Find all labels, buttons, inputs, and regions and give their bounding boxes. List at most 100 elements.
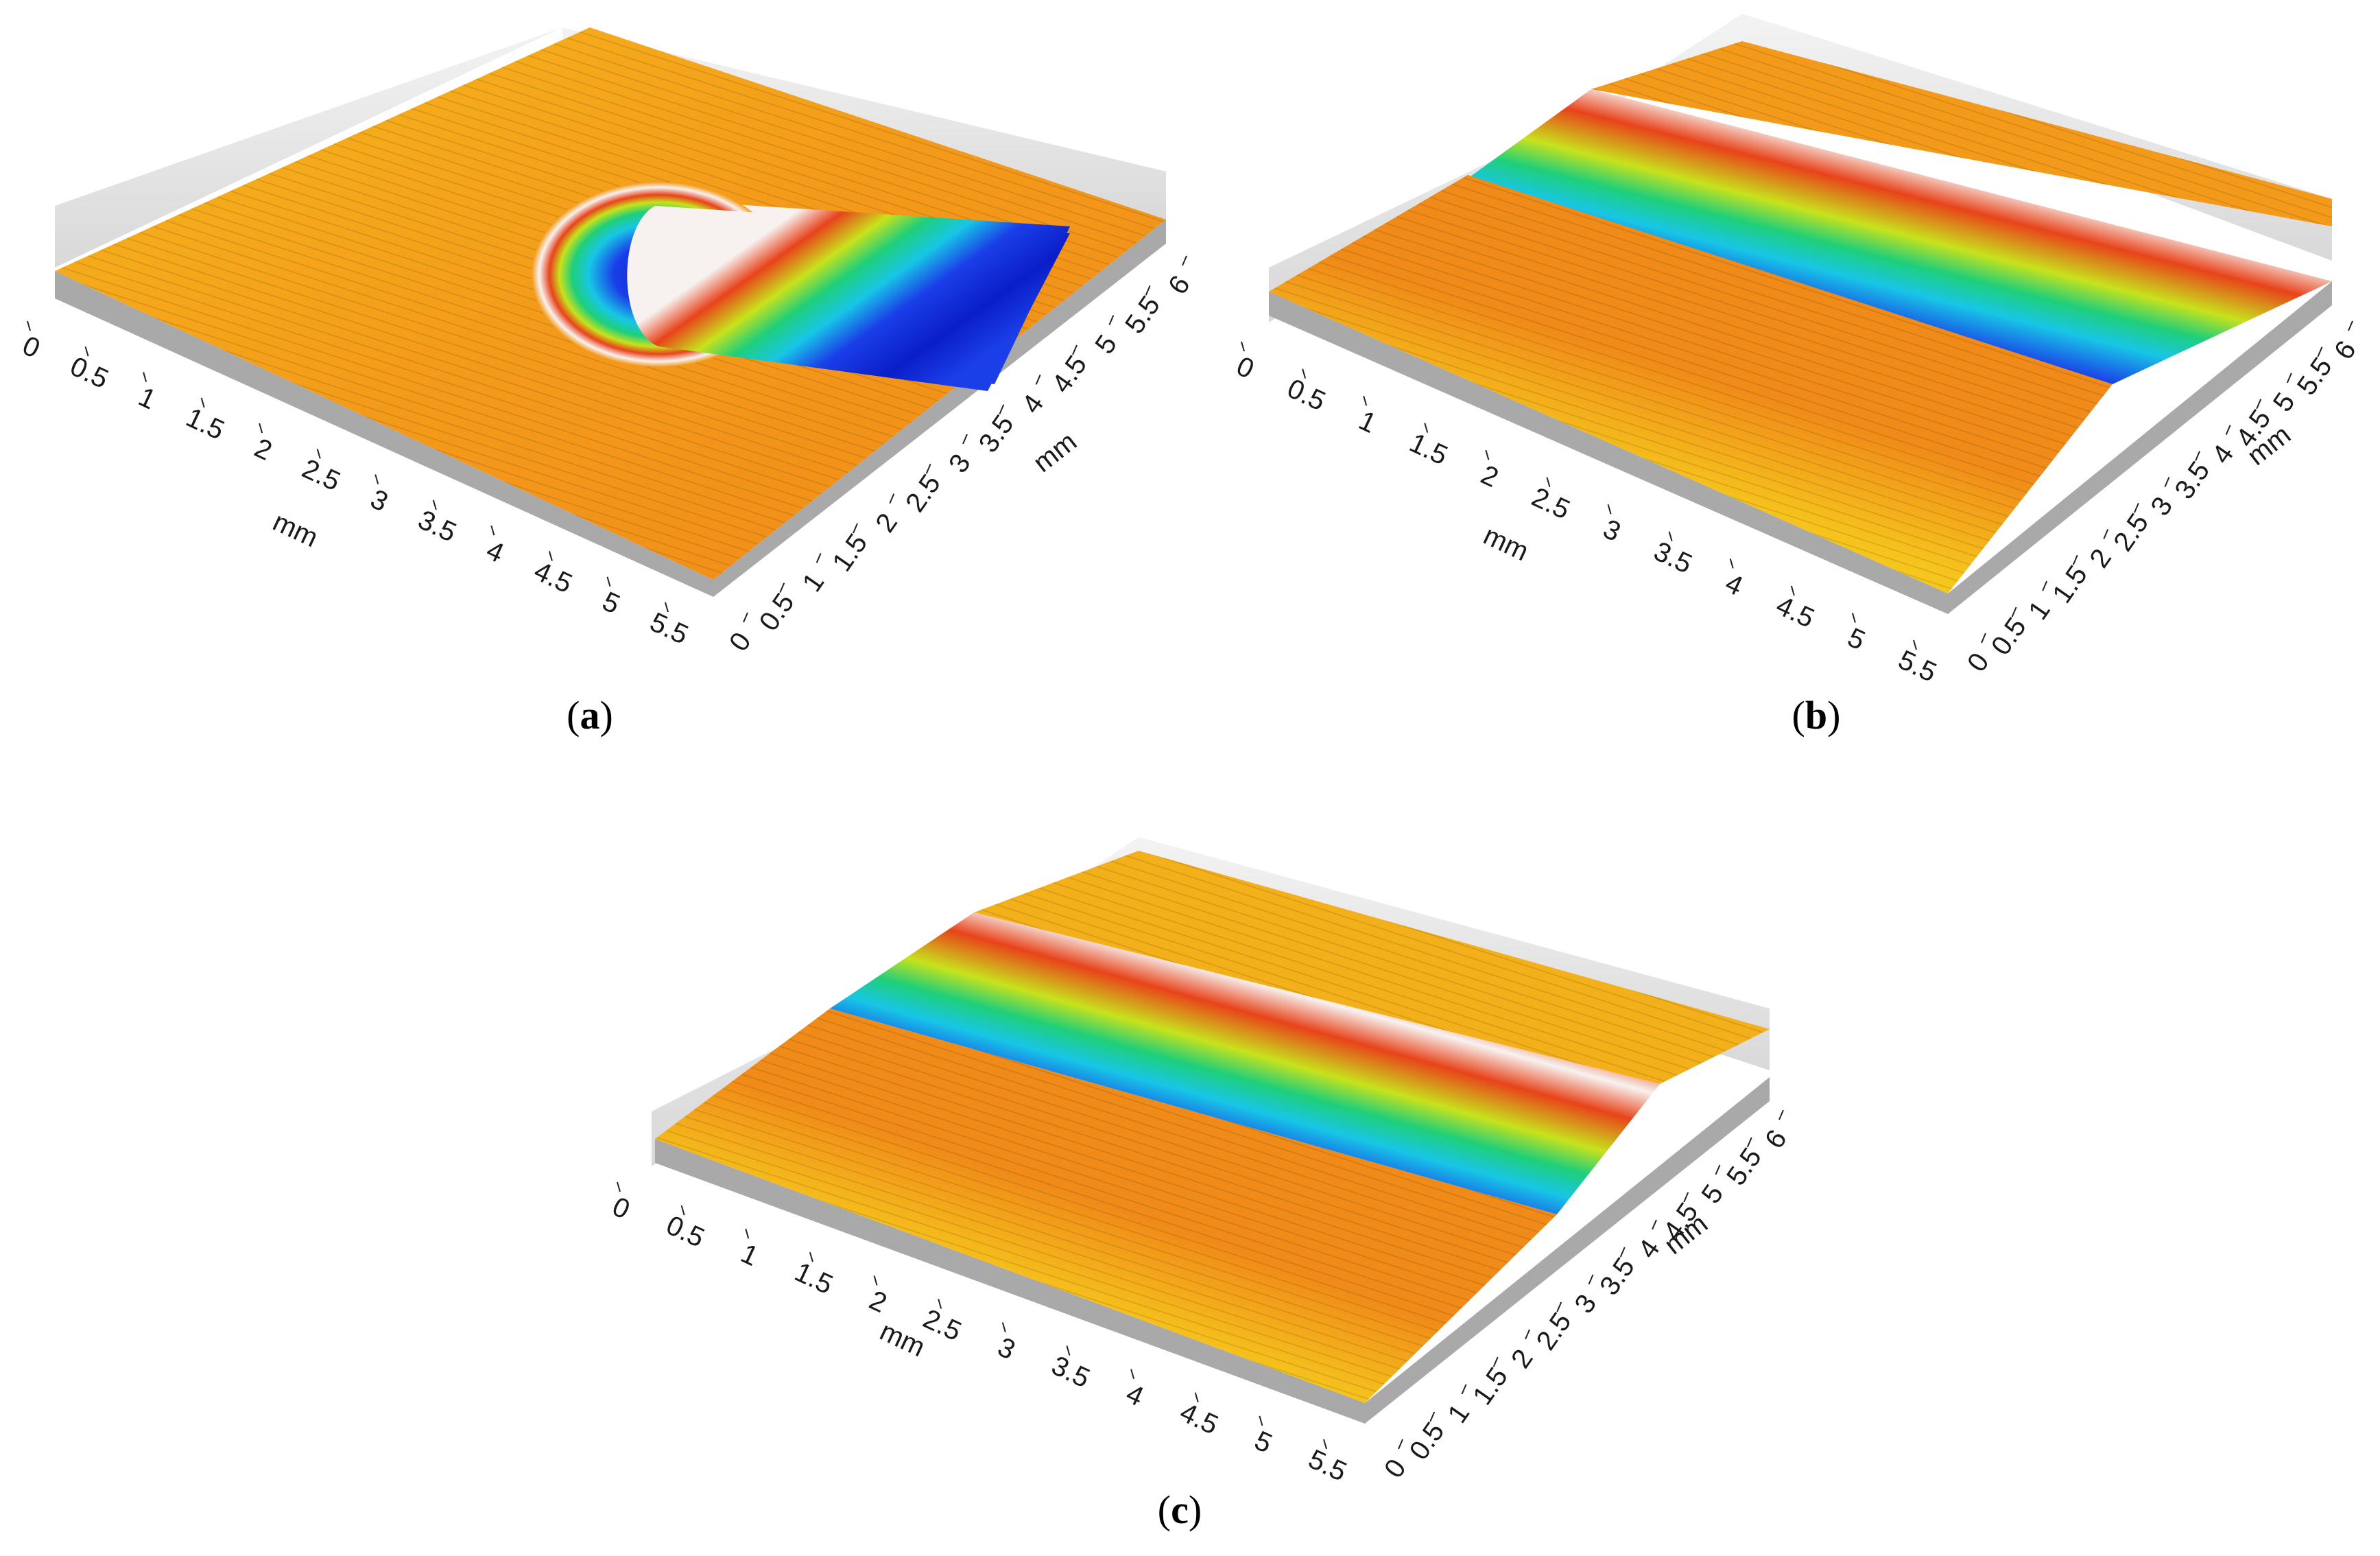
panel-a-y-tick-mark bbox=[816, 552, 822, 563]
panel-c-y-tick-label: 3 bbox=[1569, 1289, 1602, 1319]
panel-b-x-tick-label: 3.5 bbox=[1650, 536, 1697, 579]
panel-a-y-tick-label: 2 bbox=[870, 508, 903, 537]
panel-a-y-tick-mark bbox=[1182, 255, 1187, 266]
panel-c-y-tick-mark bbox=[1525, 1329, 1530, 1340]
panel-b-groove-band bbox=[1468, 89, 2332, 384]
panel-c-x-tick-label: 1.5 bbox=[790, 1257, 837, 1300]
panel-a-y-tick-mark bbox=[853, 523, 858, 534]
panel-c-x-tick-label: 0 bbox=[608, 1192, 634, 1225]
panel-a-x-tick-label: 1 bbox=[134, 381, 160, 415]
panel-c-x-tick-mark bbox=[1194, 1392, 1199, 1403]
panel-b-x-tick-mark bbox=[1790, 585, 1795, 596]
panel-b-x-tick-label: 2 bbox=[1476, 460, 1503, 493]
panel-c-x-tick-label: 4 bbox=[1121, 1378, 1148, 1412]
panel-a-y-tick-mark bbox=[925, 463, 931, 474]
panel-b-x-tick-mark bbox=[1424, 423, 1429, 433]
panel-c-groove-band bbox=[830, 912, 1660, 1214]
panel-c-y-tick-mark bbox=[1715, 1164, 1721, 1175]
panel-a-x-tick-label: 2 bbox=[250, 433, 276, 467]
panel-b-x-tick-mark bbox=[1485, 449, 1490, 460]
panel-a-y-tick-label: 3.5 bbox=[973, 410, 1020, 458]
panel-b-y-tick-mark bbox=[2133, 503, 2139, 513]
panel-b: 00.511.522.533.544.555.5 00.511.522.533.… bbox=[1232, 14, 2362, 688]
panel-b-y-tick-label: 3.5 bbox=[2169, 456, 2215, 505]
panel-c-x-tick-label: 5.5 bbox=[1304, 1444, 1351, 1487]
panel-c-x-tick-mark bbox=[1259, 1415, 1263, 1426]
panel-c: 00.511.522.533.544.555.5 00.511.522.533.… bbox=[608, 837, 1793, 1487]
panel-b-far-stripes bbox=[1591, 41, 2332, 226]
caption-a-letter: a bbox=[580, 693, 600, 738]
panel-a-x-tick-mark bbox=[374, 474, 379, 484]
panel-a-x-tick-mark bbox=[316, 449, 321, 459]
panel-a-y-tick-mark bbox=[889, 493, 895, 504]
panel-c-x-tick-mark bbox=[873, 1275, 878, 1286]
panel-b-x-tick-label: 5 bbox=[1843, 622, 1870, 656]
panel-c-x-unit: mm bbox=[875, 1316, 929, 1363]
panel-c-x-tick-label: 3 bbox=[993, 1332, 1020, 1365]
panel-c-y-tick-label: 1 bbox=[1442, 1399, 1475, 1428]
panel-b-y-tick-label: 6 bbox=[2329, 335, 2362, 365]
panel-c-y-tick-label: 6 bbox=[1759, 1124, 1793, 1154]
panel-b-base-right bbox=[1948, 281, 2332, 614]
panel-b-y-tick-label: 0 bbox=[1962, 648, 1995, 677]
panel-a-y-tick-mark bbox=[743, 612, 748, 623]
panel-b-x-tick-mark bbox=[1302, 368, 1307, 379]
panel-a-y-tick-label: 0.5 bbox=[754, 588, 800, 637]
panel-a-x-tick-label: 5 bbox=[598, 586, 625, 620]
panel-b-x-tick-mark bbox=[1363, 395, 1368, 406]
panel-a-x-tick-mark bbox=[84, 346, 89, 357]
panel-b-x-tick-label: 4 bbox=[1721, 568, 1748, 602]
panel-b-x-tick-label: 5.5 bbox=[1894, 645, 1941, 688]
panel-a-y-tick-mark bbox=[962, 434, 968, 445]
panel-c-y-tick-mark bbox=[1683, 1192, 1689, 1203]
panel-c-y-tick-mark bbox=[1556, 1301, 1562, 1312]
panel-a-x-tick-mark bbox=[490, 525, 495, 536]
panel-c-x-tick-label: 2 bbox=[865, 1285, 892, 1319]
panel-a-x-tick-label: 5.5 bbox=[645, 607, 693, 650]
panel-c-x-tick-label: 5 bbox=[1250, 1425, 1276, 1459]
panel-b-y-tick-label: 3 bbox=[2145, 491, 2178, 521]
panel-c-x-tick-mark bbox=[938, 1299, 942, 1309]
panel-b-x-tick-mark bbox=[1241, 341, 1245, 352]
panel-b-y-tick-mark bbox=[2103, 528, 2109, 539]
panel-c-y-tick-mark bbox=[1398, 1439, 1403, 1450]
panel-c-y-tick-mark bbox=[1619, 1247, 1626, 1258]
panel-c-y-tick-label: 5 bbox=[1695, 1179, 1729, 1209]
panel-b-x-tick-label: 4.5 bbox=[1772, 590, 1819, 633]
panel-a-y-tick-mark bbox=[999, 404, 1005, 415]
panel-c-x-tick-label: 4.5 bbox=[1176, 1397, 1223, 1440]
panel-c-x-tick-mark bbox=[1001, 1322, 1006, 1332]
panel-b-x-tick-mark bbox=[1913, 639, 1917, 650]
panel-b-y-tick-mark bbox=[2042, 580, 2048, 591]
panel-c-y-tick-label: 1.5 bbox=[1467, 1362, 1514, 1411]
panel-a-y-tick-mark bbox=[1145, 285, 1151, 296]
panel-a-y-tick-mark bbox=[1072, 344, 1078, 355]
panel-a-x-tick-label: 4.5 bbox=[529, 556, 577, 599]
caption-a: (a) bbox=[567, 693, 613, 738]
panel-a-x-tick-label: 0.5 bbox=[66, 351, 113, 394]
panel-c-y-tick-label: 2.5 bbox=[1531, 1307, 1578, 1356]
panel-a-y-tick-label: 2.5 bbox=[900, 469, 947, 517]
panel-a-y-tick-mark bbox=[1108, 315, 1115, 326]
panel-c-y-tick-label: 5.5 bbox=[1721, 1142, 1768, 1191]
panel-c-x-tick-mark bbox=[809, 1251, 813, 1262]
panel-a-base-front bbox=[55, 271, 713, 597]
panel-a-x-tick-label: 2.5 bbox=[298, 453, 345, 497]
panel-a-y-tick-mark bbox=[779, 582, 785, 593]
panel-b-x-tick-mark bbox=[1851, 613, 1856, 623]
panel-a-x-tick-mark bbox=[27, 320, 31, 331]
panel-b-y-tick-label: 2 bbox=[2084, 543, 2117, 573]
panel-c-y-tick-label: 0.5 bbox=[1404, 1417, 1451, 1465]
panel-b-x-tick-label: 2.5 bbox=[1527, 482, 1574, 525]
panel-c-y-tick-mark bbox=[1429, 1411, 1436, 1422]
panel-c-y-tick-mark bbox=[1746, 1137, 1752, 1148]
panel-b-y-tick-mark bbox=[2011, 606, 2017, 617]
panel-b-y-tick-mark bbox=[2348, 320, 2353, 331]
panel-c-surface-stripes bbox=[655, 1009, 1557, 1403]
panel-a-x-tick-label: 4 bbox=[481, 535, 508, 569]
panel-b-x-tick-mark bbox=[1729, 558, 1734, 569]
panel-c-x-tick-label: 1 bbox=[736, 1238, 763, 1272]
caption-b-letter: b bbox=[1805, 693, 1827, 738]
panel-b-x-tick-label: 1 bbox=[1354, 405, 1381, 439]
panel-a-x-tick-label: 3.5 bbox=[414, 504, 461, 547]
